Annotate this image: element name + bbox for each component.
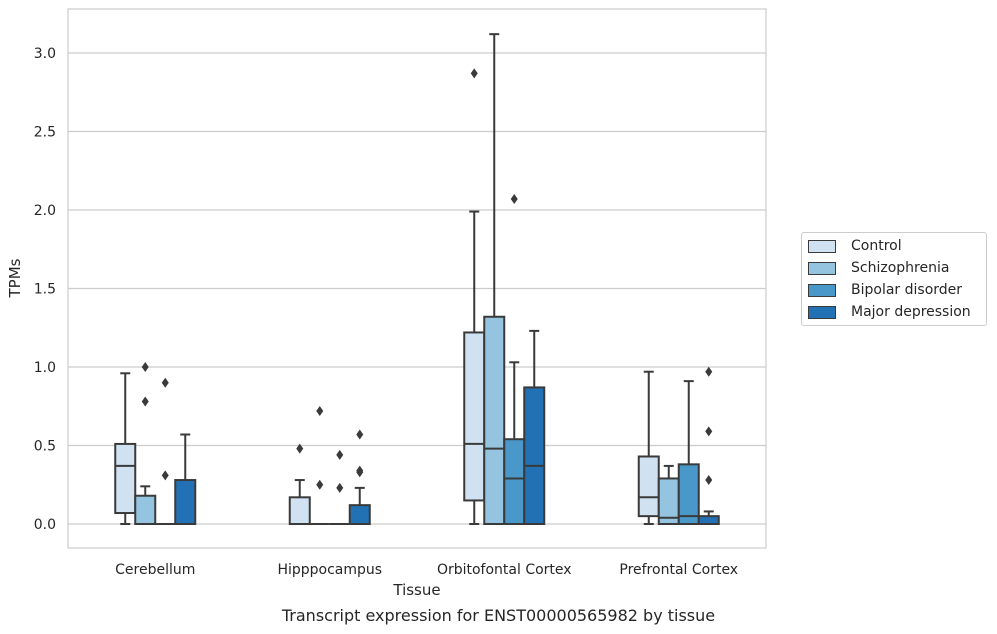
x-axis-label: Tissue [392,581,440,599]
outlier-point [141,396,149,407]
legend-label-bipolar-disorder: Bipolar disorder [851,282,963,298]
y-tick-label-0-0: 0.0 [34,517,56,533]
box-prefrontal-cortex-major-depression [697,366,720,526]
box-cerebellum-control [114,372,137,525]
y-tick-label-1-5: 1.5 [34,282,56,298]
y-tick-label-0-5: 0.5 [34,439,56,455]
outlier-point [296,443,304,454]
y-tick-label-2-5: 2.5 [34,125,56,141]
y-axis-label: TPMs [6,258,24,298]
box-body [503,438,526,525]
box-prefrontal-cortex-control [637,370,660,525]
outlier-point [356,465,364,476]
box-body [174,479,197,526]
box-cerebellum-bipolar-disorder [155,377,176,525]
box-body [677,463,700,525]
x-tick-label-hipppocampus: Hipppocampus [277,562,382,578]
y-tick-label-3-0: 3.0 [34,46,56,62]
legend-item-schizophrenia: Schizophrenia [808,258,949,278]
box-orbitofontal-cortex-major-depression [523,329,546,525]
box-body [348,504,371,526]
boxes [114,33,720,526]
box-cerebellum-schizophrenia [134,362,157,525]
box-prefrontal-cortex-bipolar-disorder [677,380,700,525]
outlier-point [161,377,169,388]
legend-swatch-bipolar-disorder [808,283,836,297]
box-cerebellum-major-depression [174,433,197,526]
outlier-point [470,68,478,79]
y-tick-label-2-0: 2.0 [34,203,56,219]
box-body [134,494,157,525]
legend-item-control: Control [808,236,902,256]
x-tick-label-prefrontal-cortex: Prefrontal Cortex [619,562,738,578]
x-tick-labels: Cerebellum Hipppocampus Orbitofontal Corte… [115,562,738,578]
legend: Control Schizophrenia Bipolar disorder M… [801,232,987,326]
legend-label-control: Control [851,238,902,254]
outlier-point [336,449,344,460]
box-orbitofontal-cortex-schizophrenia [483,33,506,526]
box-orbitofontal-cortex-bipolar-disorder [503,194,526,525]
outlier-point [705,426,713,437]
box-body [637,455,660,518]
legend-swatch-control [808,239,836,253]
legend-swatch-major-depression [808,305,836,319]
legend-label-major-depression: Major depression [851,304,971,320]
outlier-point [316,405,324,416]
box-body [463,331,486,502]
outlier-point [356,429,364,440]
outlier-point [705,366,713,377]
grid [68,52,766,525]
outlier-point [161,470,169,481]
legend-item-major-depression: Major depression [808,302,971,322]
legend-swatch-schizophrenia [808,261,836,275]
legend-item-bipolar-disorder: Bipolar disorder [808,280,962,300]
x-tick-label-orbitofontal-cortex: Orbitofontal Cortex [437,562,572,578]
box-hipppocampus-control [288,443,311,525]
box-orbitofontal-cortex-control [463,68,486,525]
outlier-point [510,194,518,205]
legend-label-schizophrenia: Schizophrenia [851,260,950,276]
outlier-point [705,475,713,486]
x-tick-label-cerebellum: Cerebellum [115,562,195,578]
y-tick-label-1-0: 1.0 [34,360,56,376]
chart-caption: Transcript expression for ENST0000056598… [281,606,716,625]
box-hipppocampus-schizophrenia [309,405,330,525]
box-body [288,496,311,525]
box-hipppocampus-major-depression [348,429,371,526]
box-hipppocampus-bipolar-disorder [329,449,350,525]
box-body [697,515,720,526]
outlier-point [316,479,324,490]
outlier-point [141,362,149,372]
box-prefrontal-cortex-schizophrenia [657,464,680,525]
box-body [523,386,546,525]
outlier-point [336,482,344,493]
plot-frame [67,8,767,549]
box-body [114,442,137,515]
y-tick-labels: 0.0 0.5 1.0 1.5 2.0 2.5 3.0 [34,46,56,533]
box-body [483,315,506,526]
